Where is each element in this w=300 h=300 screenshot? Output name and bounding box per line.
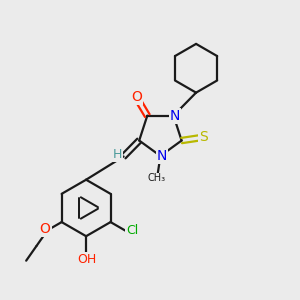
Text: N: N: [157, 149, 167, 163]
Text: O: O: [131, 90, 142, 104]
Text: O: O: [40, 222, 50, 236]
Text: OH: OH: [77, 253, 96, 266]
Text: N: N: [170, 109, 180, 123]
Text: CH₃: CH₃: [147, 173, 165, 183]
Text: S: S: [199, 130, 208, 144]
Text: Cl: Cl: [126, 224, 139, 237]
Text: H: H: [112, 148, 122, 161]
